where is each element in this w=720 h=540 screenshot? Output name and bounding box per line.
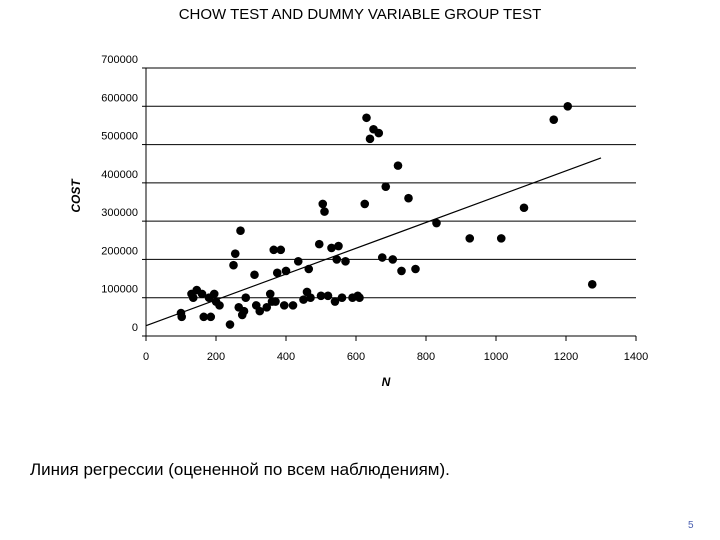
data-point (316, 291, 326, 301)
data-point (404, 193, 413, 203)
y-tick-label: 500000 (101, 131, 138, 143)
data-point (209, 289, 219, 299)
data-point (206, 312, 216, 322)
data-point (397, 266, 406, 276)
data-point (215, 301, 224, 310)
slide-title: CHOW TEST AND DUMMY VARIABLE GROUP TEST (178, 6, 542, 23)
y-tick-label: 400000 (101, 169, 138, 181)
data-point (360, 199, 370, 209)
data-points (176, 101, 597, 329)
data-point (355, 293, 364, 303)
data-point (306, 293, 315, 303)
y-axis-title: COST (69, 178, 83, 213)
slide-caption: Линия регрессии (оцененной по всем наблю… (30, 460, 450, 479)
data-point (279, 301, 289, 310)
page-number: 5 (688, 520, 694, 531)
data-point (587, 280, 597, 289)
y-tick-label: 600000 (101, 92, 138, 104)
data-point (374, 128, 384, 138)
x-tick-label: 600 (347, 351, 365, 363)
data-point (262, 302, 272, 312)
data-point (549, 115, 559, 124)
data-point (519, 203, 529, 213)
y-tick-label: 200000 (101, 245, 138, 257)
data-point (239, 306, 249, 316)
data-point (230, 249, 240, 258)
x-tick-label: 1200 (554, 351, 578, 363)
data-point (337, 293, 347, 303)
data-point (365, 134, 375, 144)
data-point (241, 293, 251, 303)
data-point (276, 245, 286, 255)
data-point (197, 289, 207, 299)
x-tick-label: 0 (143, 351, 149, 363)
data-point (271, 297, 280, 306)
regression-line (145, 157, 602, 327)
data-point (177, 312, 186, 322)
data-point (411, 264, 420, 274)
y-tick-label: 700000 (101, 54, 138, 66)
data-point (225, 320, 235, 329)
data-point (281, 266, 291, 276)
data-point (334, 241, 343, 251)
data-point (236, 226, 245, 236)
data-point (330, 297, 340, 306)
regression-line-group (145, 157, 602, 327)
data-point (465, 234, 475, 243)
data-point (299, 295, 308, 304)
y-tick-label: 300000 (101, 207, 138, 219)
data-point (229, 260, 238, 270)
x-axis-title: N (382, 375, 391, 389)
data-point (250, 270, 259, 280)
data-point (272, 268, 282, 278)
data-point (432, 218, 441, 228)
x-tick-label: 800 (417, 351, 435, 363)
data-point (199, 312, 209, 322)
data-point (393, 161, 403, 170)
data-point (496, 234, 506, 243)
data-point (381, 182, 391, 191)
data-point (341, 257, 350, 266)
tick-labels: 0 100000 200000 300000 400000 500000 600000 700… (101, 54, 648, 363)
y-tick-label: 0 (132, 322, 138, 334)
axes (142, 67, 637, 341)
data-point (362, 113, 371, 123)
data-point (377, 253, 387, 262)
data-point (304, 264, 314, 274)
data-point (188, 293, 198, 303)
data-point (327, 243, 336, 253)
data-point (293, 257, 303, 266)
data-point (314, 239, 324, 249)
x-tick-label: 200 (207, 351, 225, 363)
y-tick-label: 100000 (101, 284, 138, 296)
data-point (323, 291, 333, 301)
data-point (288, 301, 298, 310)
x-tick-label: 1000 (484, 351, 508, 363)
data-point (320, 207, 329, 216)
data-point (332, 255, 342, 264)
data-point (255, 306, 265, 316)
x-tick-label: 400 (277, 351, 295, 363)
x-tick-label: 1400 (624, 351, 648, 363)
data-point (563, 101, 573, 111)
data-point (269, 245, 279, 255)
data-point (388, 255, 398, 264)
data-point (265, 289, 275, 299)
data-point (318, 199, 328, 209)
